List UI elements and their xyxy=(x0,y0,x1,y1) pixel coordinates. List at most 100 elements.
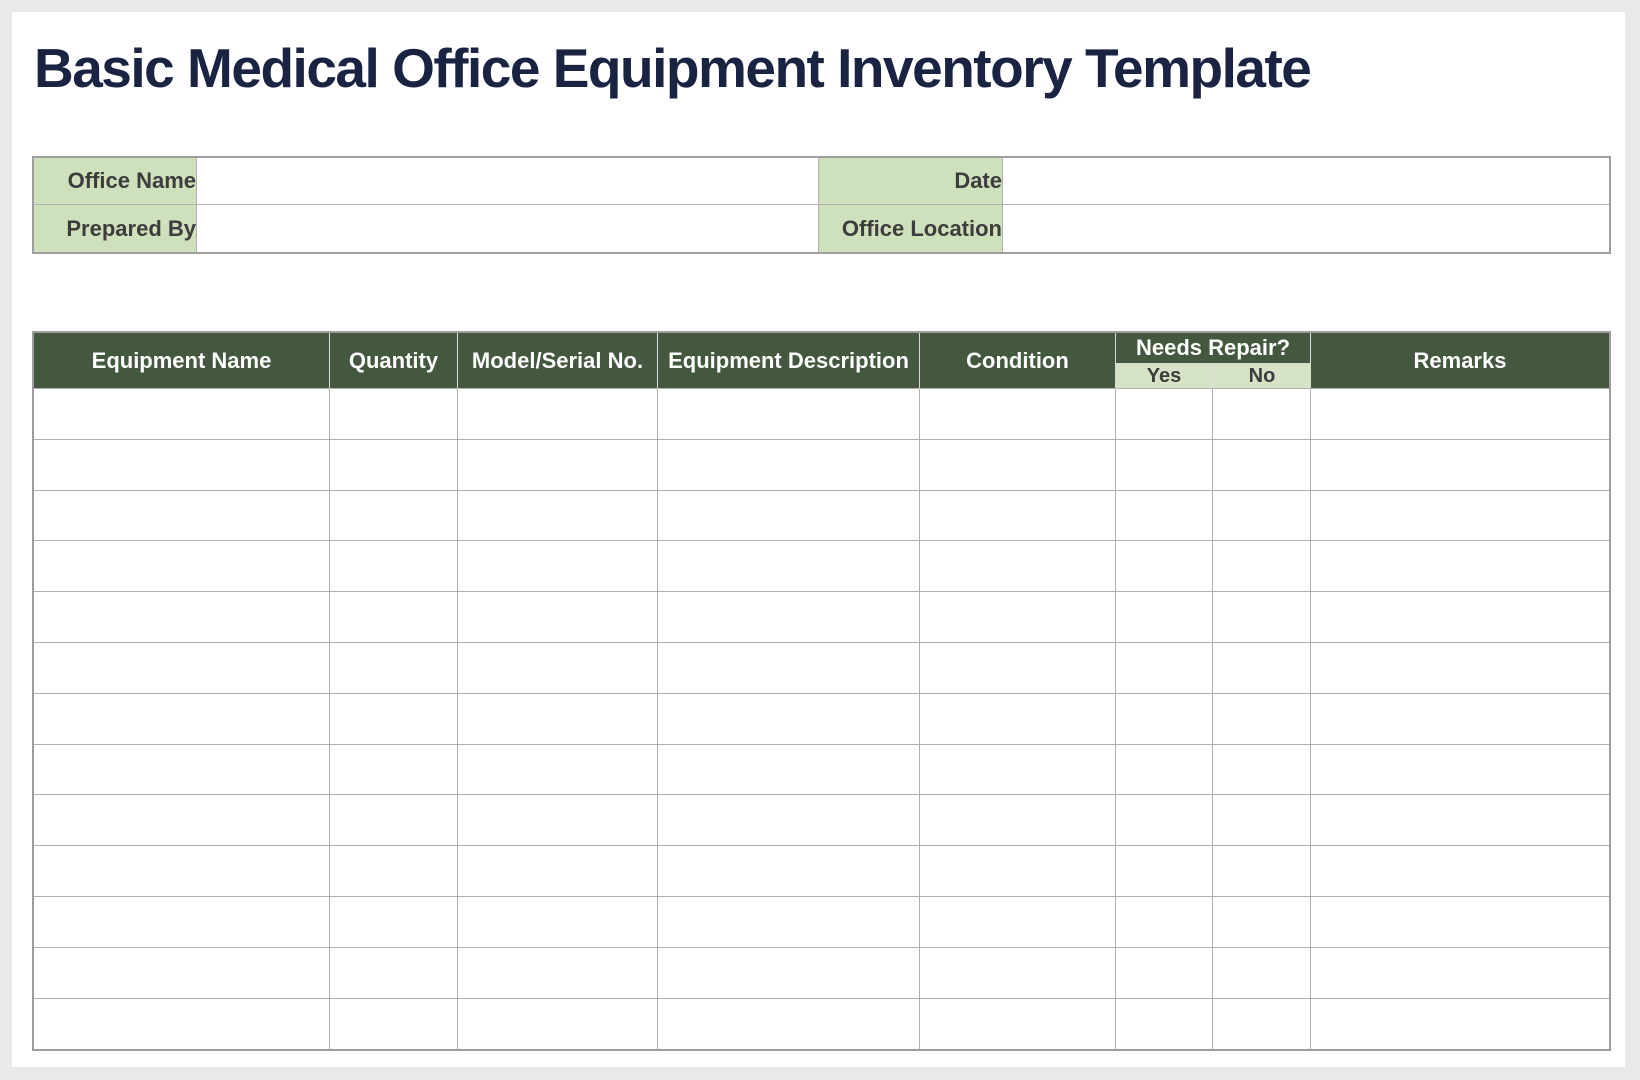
table-cell[interactable] xyxy=(458,439,658,491)
table-cell[interactable] xyxy=(920,490,1116,542)
table-cell[interactable] xyxy=(34,541,330,593)
table-cell[interactable] xyxy=(34,693,330,745)
table-cell[interactable] xyxy=(1116,744,1213,796)
table-cell[interactable] xyxy=(458,693,658,745)
table-cell[interactable] xyxy=(1213,439,1311,491)
table-cell[interactable] xyxy=(658,947,920,999)
table-cell[interactable] xyxy=(330,439,458,491)
date-field[interactable] xyxy=(1003,158,1609,205)
table-cell[interactable] xyxy=(920,642,1116,694)
table-cell[interactable] xyxy=(1213,642,1311,694)
table-cell[interactable] xyxy=(458,642,658,694)
table-cell[interactable] xyxy=(658,795,920,847)
table-cell[interactable] xyxy=(1116,998,1213,1050)
table-cell[interactable] xyxy=(1213,541,1311,593)
table-cell[interactable] xyxy=(1311,744,1609,796)
table-cell[interactable] xyxy=(658,896,920,948)
table-cell[interactable] xyxy=(658,642,920,694)
table-cell[interactable] xyxy=(920,541,1116,593)
table-cell[interactable] xyxy=(1213,795,1311,847)
table-cell[interactable] xyxy=(1116,389,1213,440)
table-cell[interactable] xyxy=(1213,896,1311,948)
table-cell[interactable] xyxy=(658,439,920,491)
table-cell[interactable] xyxy=(658,541,920,593)
table-cell[interactable] xyxy=(1311,896,1609,948)
table-cell[interactable] xyxy=(1311,795,1609,847)
table-cell[interactable] xyxy=(1213,744,1311,796)
table-cell[interactable] xyxy=(1116,846,1213,897)
table-cell[interactable] xyxy=(920,439,1116,491)
table-cell[interactable] xyxy=(920,693,1116,745)
prepared-by-field[interactable] xyxy=(197,205,819,252)
table-cell[interactable] xyxy=(458,795,658,847)
table-cell[interactable] xyxy=(330,744,458,796)
table-cell[interactable] xyxy=(330,389,458,440)
table-cell[interactable] xyxy=(1311,439,1609,491)
table-cell[interactable] xyxy=(1116,439,1213,491)
table-cell[interactable] xyxy=(330,490,458,542)
table-cell[interactable] xyxy=(1311,389,1609,440)
table-cell[interactable] xyxy=(330,795,458,847)
table-cell[interactable] xyxy=(1311,846,1609,897)
table-cell[interactable] xyxy=(34,439,330,491)
table-cell[interactable] xyxy=(458,592,658,643)
table-cell[interactable] xyxy=(1213,998,1311,1050)
table-cell[interactable] xyxy=(330,592,458,643)
table-cell[interactable] xyxy=(34,744,330,796)
table-cell[interactable] xyxy=(658,490,920,542)
table-cell[interactable] xyxy=(34,592,330,643)
office-name-field[interactable] xyxy=(197,158,819,205)
table-cell[interactable] xyxy=(458,846,658,897)
table-cell[interactable] xyxy=(34,947,330,999)
table-cell[interactable] xyxy=(330,846,458,897)
table-cell[interactable] xyxy=(920,998,1116,1050)
table-cell[interactable] xyxy=(920,846,1116,897)
table-cell[interactable] xyxy=(658,744,920,796)
table-cell[interactable] xyxy=(920,896,1116,948)
table-cell[interactable] xyxy=(330,693,458,745)
table-cell[interactable] xyxy=(1116,490,1213,542)
table-cell[interactable] xyxy=(920,795,1116,847)
table-cell[interactable] xyxy=(34,846,330,897)
table-cell[interactable] xyxy=(1116,693,1213,745)
table-cell[interactable] xyxy=(330,896,458,948)
table-cell[interactable] xyxy=(458,541,658,593)
table-cell[interactable] xyxy=(34,998,330,1050)
table-cell[interactable] xyxy=(34,795,330,847)
table-cell[interactable] xyxy=(330,947,458,999)
table-cell[interactable] xyxy=(34,642,330,694)
table-cell[interactable] xyxy=(1311,947,1609,999)
office-location-field[interactable] xyxy=(1003,205,1609,252)
table-cell[interactable] xyxy=(920,389,1116,440)
table-cell[interactable] xyxy=(1213,592,1311,643)
table-cell[interactable] xyxy=(1116,642,1213,694)
table-cell[interactable] xyxy=(458,896,658,948)
table-cell[interactable] xyxy=(1116,896,1213,948)
table-cell[interactable] xyxy=(1311,998,1609,1050)
table-cell[interactable] xyxy=(1311,490,1609,542)
table-cell[interactable] xyxy=(458,490,658,542)
table-cell[interactable] xyxy=(658,389,920,440)
table-cell[interactable] xyxy=(1213,490,1311,542)
table-cell[interactable] xyxy=(34,490,330,542)
table-cell[interactable] xyxy=(1311,592,1609,643)
table-cell[interactable] xyxy=(1213,693,1311,745)
table-cell[interactable] xyxy=(458,744,658,796)
table-cell[interactable] xyxy=(1213,389,1311,440)
table-cell[interactable] xyxy=(330,541,458,593)
table-cell[interactable] xyxy=(1116,541,1213,593)
table-cell[interactable] xyxy=(330,998,458,1050)
table-cell[interactable] xyxy=(658,592,920,643)
table-cell[interactable] xyxy=(1213,846,1311,897)
table-cell[interactable] xyxy=(458,947,658,999)
table-cell[interactable] xyxy=(1311,693,1609,745)
table-cell[interactable] xyxy=(658,693,920,745)
table-cell[interactable] xyxy=(658,846,920,897)
table-cell[interactable] xyxy=(1311,541,1609,593)
table-cell[interactable] xyxy=(1311,642,1609,694)
table-cell[interactable] xyxy=(920,592,1116,643)
table-cell[interactable] xyxy=(34,389,330,440)
table-cell[interactable] xyxy=(920,947,1116,999)
table-cell[interactable] xyxy=(658,998,920,1050)
table-cell[interactable] xyxy=(34,896,330,948)
